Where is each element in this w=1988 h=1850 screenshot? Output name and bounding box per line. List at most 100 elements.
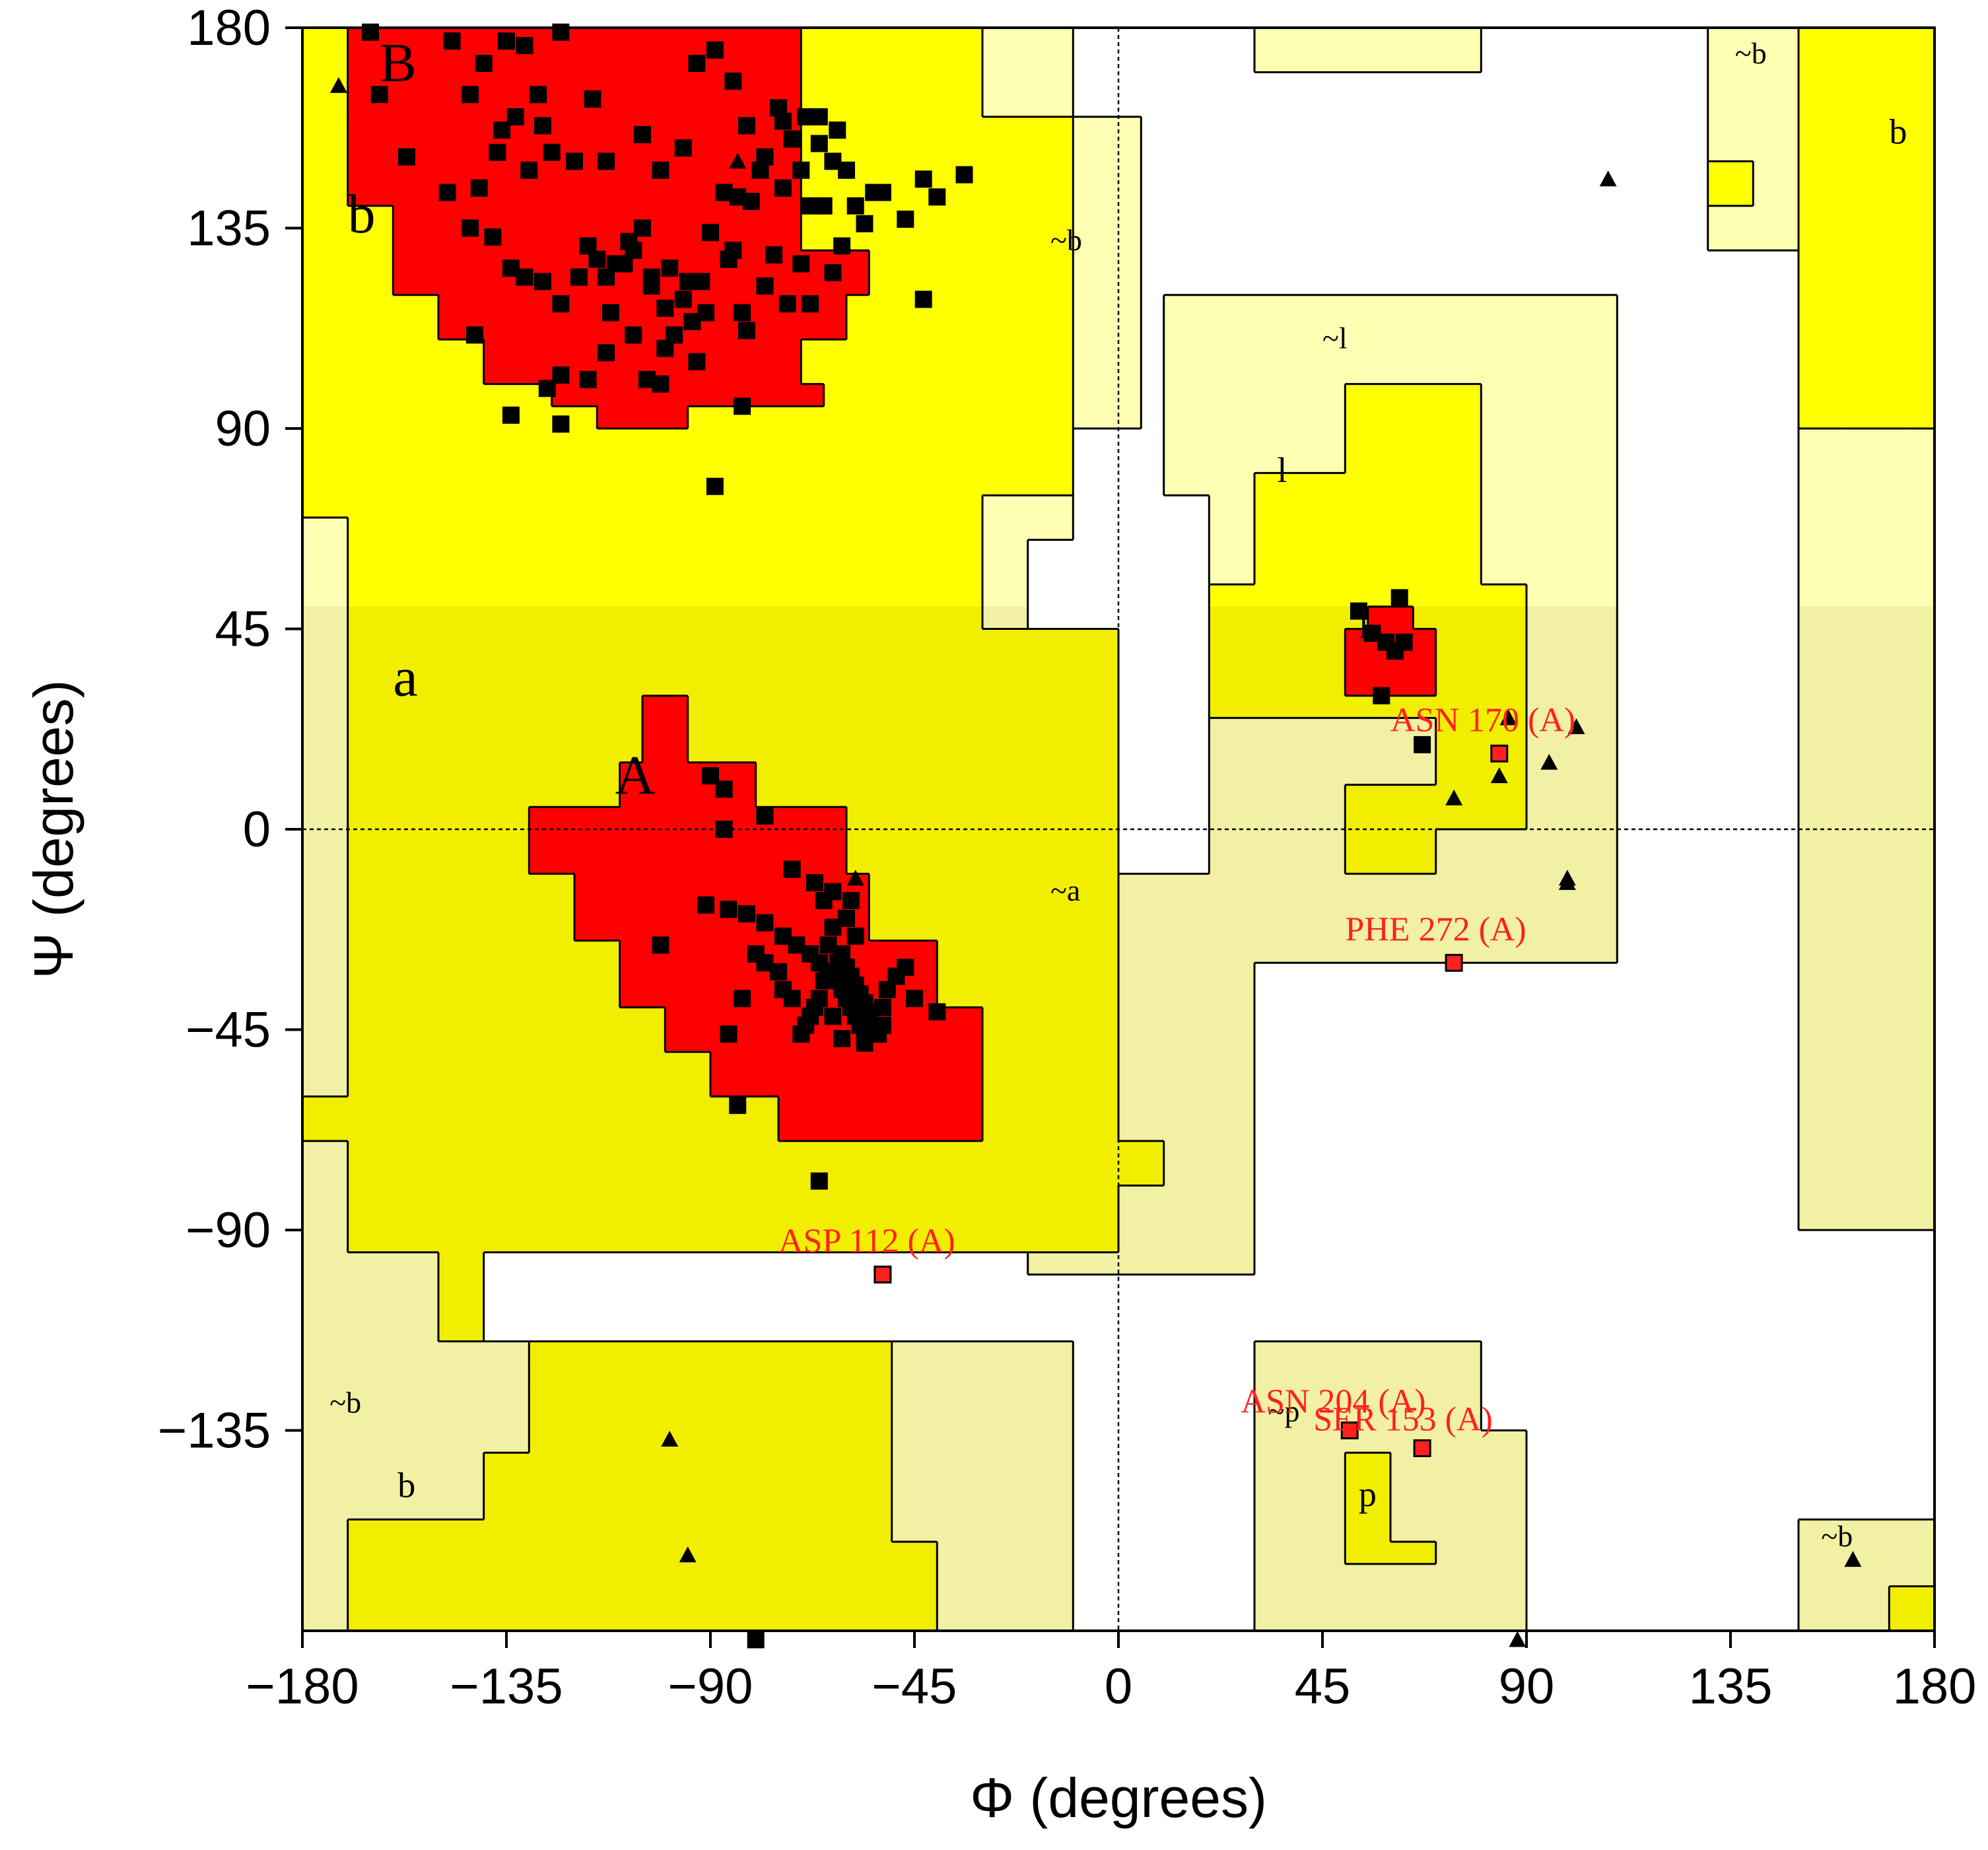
outlier-point (1490, 744, 1509, 763)
region-cell (1526, 629, 1618, 652)
region-cell (1799, 473, 1935, 496)
region-cell (891, 1430, 1074, 1453)
square-point (829, 121, 846, 139)
region-border-layer (302, 28, 1935, 1631)
region-cell (1799, 740, 1935, 763)
region-cell (801, 361, 1074, 385)
region-cell (801, 72, 983, 95)
region-cell (891, 1497, 1074, 1520)
square-point (742, 193, 760, 210)
region-cell (302, 1319, 439, 1342)
region-cell (1163, 406, 1346, 429)
region-cell (302, 896, 349, 919)
region-cell (483, 1497, 893, 1520)
region-cell (529, 1363, 893, 1387)
region-cell (1799, 896, 1935, 919)
square-point (824, 263, 842, 281)
square-point (520, 161, 538, 179)
region-cell (302, 1208, 349, 1231)
region-cell (937, 985, 1119, 1008)
region-cell (302, 1386, 530, 1409)
region-cell (347, 1185, 1119, 1208)
square-point (810, 135, 828, 153)
outlier-point (1445, 953, 1463, 972)
region-cell (529, 1386, 893, 1409)
x-tick-label: 135 (1689, 1659, 1773, 1715)
outlier-point (1413, 1439, 1431, 1457)
square-point (734, 397, 751, 415)
square-point (792, 255, 810, 273)
region-cell (1799, 184, 1935, 207)
outlier-point (1340, 1422, 1359, 1439)
region-cell (1254, 1341, 1482, 1364)
region-cell (1073, 161, 1142, 184)
region-cell (1345, 784, 1527, 807)
region-cell (687, 695, 1119, 718)
region-cell (347, 1563, 938, 1587)
region-cell (1254, 539, 1482, 563)
region-label: b (348, 184, 376, 245)
region-cell (1254, 1519, 1346, 1542)
region-cell (846, 829, 1119, 852)
region-cell (891, 1453, 1074, 1476)
square-point (833, 1030, 851, 1047)
square-point (928, 1003, 946, 1021)
region-cell (1209, 829, 1346, 852)
region-cell (1799, 562, 1935, 585)
region-cell (1118, 1230, 1255, 1253)
region-cell (778, 1118, 983, 1142)
region-label: B (380, 32, 417, 94)
region-cell (1209, 762, 1437, 786)
region-cell (1073, 339, 1142, 362)
region-cell (642, 718, 689, 741)
region-cell (1753, 161, 1799, 184)
square-point (661, 259, 679, 277)
region-cell (1254, 1497, 1346, 1520)
region-cell (1707, 72, 1799, 95)
region-cell (1799, 918, 1935, 942)
region-cell (1073, 205, 1142, 229)
region-cell (1799, 72, 1935, 95)
region-cell (1254, 1586, 1527, 1609)
region-cell (937, 1586, 1074, 1609)
region-cell (438, 1252, 485, 1276)
region-cell (483, 1474, 893, 1498)
region-cell (1345, 1474, 1391, 1498)
square-point (783, 130, 801, 148)
y-tick-label: −90 (186, 1202, 271, 1258)
region-cell (1799, 651, 1935, 674)
region-cell (1254, 562, 1482, 585)
triangle-point (679, 1546, 697, 1563)
region-cell (302, 784, 349, 807)
region-cell (846, 851, 1119, 875)
region-cell (891, 1341, 1074, 1364)
region-cell (302, 1341, 530, 1364)
region-cell (982, 72, 1074, 95)
region-cell (1707, 139, 1799, 162)
region-cell (869, 272, 1074, 296)
region-cell (302, 1141, 349, 1164)
region-cell (1209, 851, 1346, 875)
region-cell (1799, 584, 1935, 607)
square-point (792, 1025, 810, 1043)
square-point (751, 161, 769, 179)
square-point (928, 188, 946, 206)
triangle-point (1558, 874, 1576, 890)
region-cell (302, 361, 485, 385)
region-cell (1526, 762, 1618, 786)
region-cell (1413, 606, 1527, 630)
region-cell (846, 294, 1074, 318)
region-cell (302, 116, 349, 140)
region-cell (1799, 673, 1935, 697)
region-cell (302, 1118, 779, 1142)
region-cell (801, 205, 1074, 229)
square-point (443, 32, 461, 50)
square-point (706, 41, 724, 59)
region-cell (302, 384, 553, 407)
region-cell (1209, 562, 1255, 585)
square-point (765, 246, 783, 263)
region-cell (1118, 1118, 1255, 1142)
region-cell (1118, 1007, 1255, 1031)
region-cell (1799, 1096, 1935, 1119)
